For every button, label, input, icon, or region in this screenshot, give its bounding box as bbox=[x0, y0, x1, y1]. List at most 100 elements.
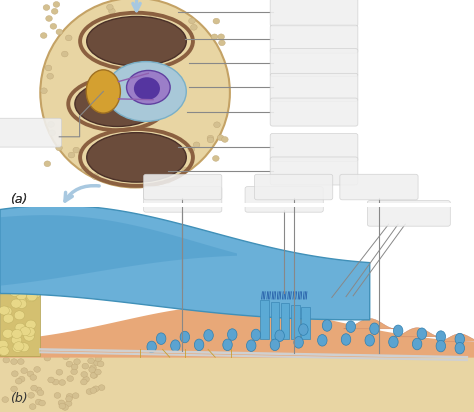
Circle shape bbox=[164, 178, 171, 183]
Ellipse shape bbox=[228, 329, 237, 340]
Circle shape bbox=[15, 323, 26, 332]
Circle shape bbox=[150, 13, 156, 19]
Circle shape bbox=[86, 389, 93, 394]
Ellipse shape bbox=[127, 70, 170, 104]
Circle shape bbox=[71, 369, 77, 375]
Ellipse shape bbox=[75, 81, 160, 126]
Ellipse shape bbox=[180, 331, 190, 343]
Circle shape bbox=[43, 5, 50, 10]
Circle shape bbox=[0, 347, 9, 356]
FancyBboxPatch shape bbox=[270, 157, 358, 185]
FancyBboxPatch shape bbox=[270, 25, 358, 53]
Circle shape bbox=[91, 372, 98, 378]
Bar bbox=[0, 352, 474, 412]
Circle shape bbox=[27, 371, 34, 377]
Circle shape bbox=[68, 152, 75, 158]
Polygon shape bbox=[0, 215, 237, 286]
Polygon shape bbox=[344, 318, 396, 329]
Circle shape bbox=[67, 376, 73, 382]
Circle shape bbox=[98, 161, 105, 166]
FancyBboxPatch shape bbox=[270, 98, 358, 126]
FancyBboxPatch shape bbox=[144, 174, 222, 200]
Ellipse shape bbox=[436, 331, 446, 342]
Polygon shape bbox=[294, 306, 351, 318]
Circle shape bbox=[92, 386, 99, 392]
Bar bbox=[0, 268, 40, 356]
Circle shape bbox=[0, 306, 9, 315]
Circle shape bbox=[36, 399, 42, 405]
Circle shape bbox=[182, 167, 189, 173]
Circle shape bbox=[62, 51, 68, 57]
Circle shape bbox=[207, 135, 214, 141]
Circle shape bbox=[30, 289, 41, 298]
Circle shape bbox=[100, 169, 107, 175]
FancyBboxPatch shape bbox=[0, 118, 62, 147]
Circle shape bbox=[88, 358, 94, 364]
Circle shape bbox=[26, 320, 36, 329]
Circle shape bbox=[54, 393, 61, 398]
Ellipse shape bbox=[270, 339, 280, 351]
Ellipse shape bbox=[156, 333, 166, 344]
Circle shape bbox=[16, 297, 26, 307]
Text: (b): (b) bbox=[10, 392, 28, 405]
Ellipse shape bbox=[294, 337, 303, 348]
Circle shape bbox=[93, 360, 100, 365]
Circle shape bbox=[27, 292, 37, 301]
Circle shape bbox=[49, 130, 55, 136]
Ellipse shape bbox=[87, 133, 186, 182]
Circle shape bbox=[95, 356, 101, 362]
Circle shape bbox=[96, 163, 102, 169]
Ellipse shape bbox=[40, 0, 230, 187]
Circle shape bbox=[2, 329, 13, 338]
Ellipse shape bbox=[417, 328, 427, 339]
Circle shape bbox=[0, 340, 8, 349]
Circle shape bbox=[59, 379, 65, 385]
Circle shape bbox=[90, 372, 97, 378]
Circle shape bbox=[56, 145, 63, 151]
FancyBboxPatch shape bbox=[144, 187, 222, 212]
Circle shape bbox=[63, 354, 69, 360]
Circle shape bbox=[66, 393, 73, 399]
Polygon shape bbox=[0, 206, 370, 320]
Circle shape bbox=[211, 34, 218, 40]
FancyBboxPatch shape bbox=[270, 73, 358, 101]
Circle shape bbox=[51, 8, 58, 14]
FancyBboxPatch shape bbox=[270, 0, 358, 26]
Circle shape bbox=[30, 375, 36, 380]
FancyBboxPatch shape bbox=[270, 133, 358, 162]
Circle shape bbox=[221, 136, 228, 142]
Circle shape bbox=[214, 122, 220, 128]
Ellipse shape bbox=[87, 16, 186, 66]
Circle shape bbox=[73, 147, 80, 153]
Circle shape bbox=[28, 393, 35, 398]
Circle shape bbox=[193, 142, 200, 148]
Circle shape bbox=[35, 387, 42, 393]
Circle shape bbox=[90, 365, 96, 371]
Bar bbox=[260, 300, 269, 339]
Circle shape bbox=[11, 371, 18, 377]
Circle shape bbox=[207, 137, 214, 143]
Circle shape bbox=[11, 299, 21, 308]
Bar bbox=[0, 203, 474, 207]
Circle shape bbox=[12, 329, 22, 338]
Circle shape bbox=[81, 372, 88, 377]
Circle shape bbox=[40, 33, 47, 38]
Circle shape bbox=[65, 35, 72, 41]
Circle shape bbox=[2, 397, 9, 403]
Ellipse shape bbox=[318, 335, 327, 346]
Circle shape bbox=[53, 2, 60, 7]
Ellipse shape bbox=[370, 323, 379, 335]
Ellipse shape bbox=[251, 329, 261, 341]
Ellipse shape bbox=[204, 330, 213, 341]
Circle shape bbox=[18, 343, 29, 352]
Circle shape bbox=[3, 357, 9, 363]
Circle shape bbox=[62, 405, 68, 410]
Circle shape bbox=[56, 370, 63, 375]
Circle shape bbox=[65, 400, 72, 406]
Circle shape bbox=[52, 379, 59, 385]
Ellipse shape bbox=[147, 341, 156, 353]
Circle shape bbox=[14, 311, 25, 320]
Circle shape bbox=[50, 23, 57, 29]
Circle shape bbox=[15, 378, 22, 384]
Circle shape bbox=[46, 16, 52, 21]
